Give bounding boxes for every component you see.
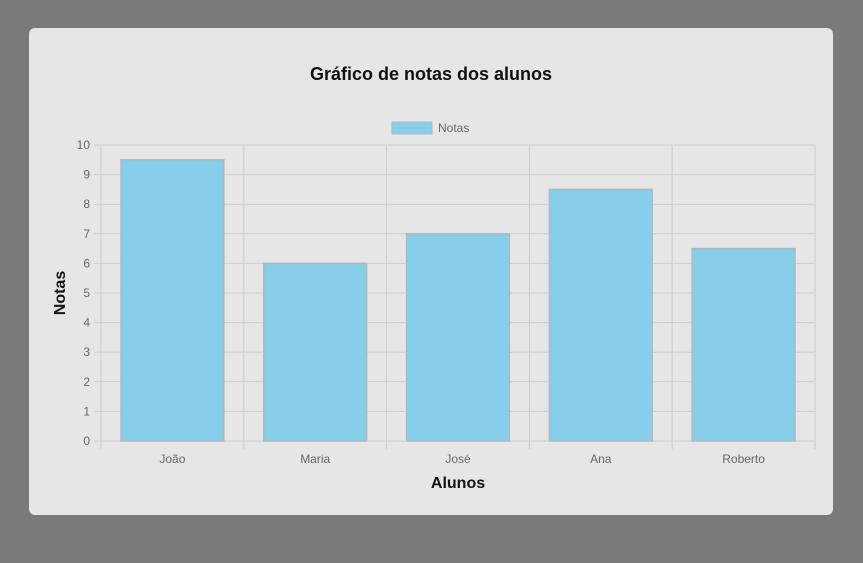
x-tick-label: Roberto [722, 452, 765, 466]
y-tick-label: 3 [83, 345, 90, 359]
y-axis-title: Notas [52, 271, 69, 316]
chart-title: Gráfico de notas dos alunos [310, 64, 552, 84]
y-tick-label: 8 [83, 197, 90, 211]
bars [120, 159, 796, 442]
y-tick-label: 6 [83, 256, 90, 270]
bar-1[interactable] [263, 262, 368, 442]
x-tick-label: Maria [300, 452, 330, 466]
y-tick-label: 9 [83, 168, 90, 182]
y-axis-ticks: 0 1 2 3 4 5 6 7 8 9 10 [77, 138, 91, 448]
x-tick-label: José [445, 452, 471, 466]
bar-4[interactable] [691, 247, 796, 442]
bar-2[interactable] [405, 233, 511, 442]
legend[interactable]: Notas [391, 121, 469, 135]
x-tick-label: João [159, 452, 185, 466]
x-axis-title: Alunos [431, 475, 485, 492]
x-axis-ticks: João Maria José Ana Roberto [159, 452, 765, 466]
x-tick-label: Ana [590, 452, 612, 466]
y-tick-label: 5 [83, 286, 90, 300]
y-tick-label: 2 [83, 375, 90, 389]
y-tick-label: 4 [83, 316, 90, 330]
bar-3[interactable] [548, 188, 653, 442]
y-tick-label: 7 [83, 227, 90, 241]
y-tick-label: 0 [83, 434, 90, 448]
legend-swatch[interactable] [391, 121, 433, 135]
bar-0[interactable] [120, 159, 225, 442]
legend-label[interactable]: Notas [438, 121, 469, 135]
y-tick-label: 1 [83, 404, 90, 418]
y-tick-label: 10 [77, 138, 91, 152]
